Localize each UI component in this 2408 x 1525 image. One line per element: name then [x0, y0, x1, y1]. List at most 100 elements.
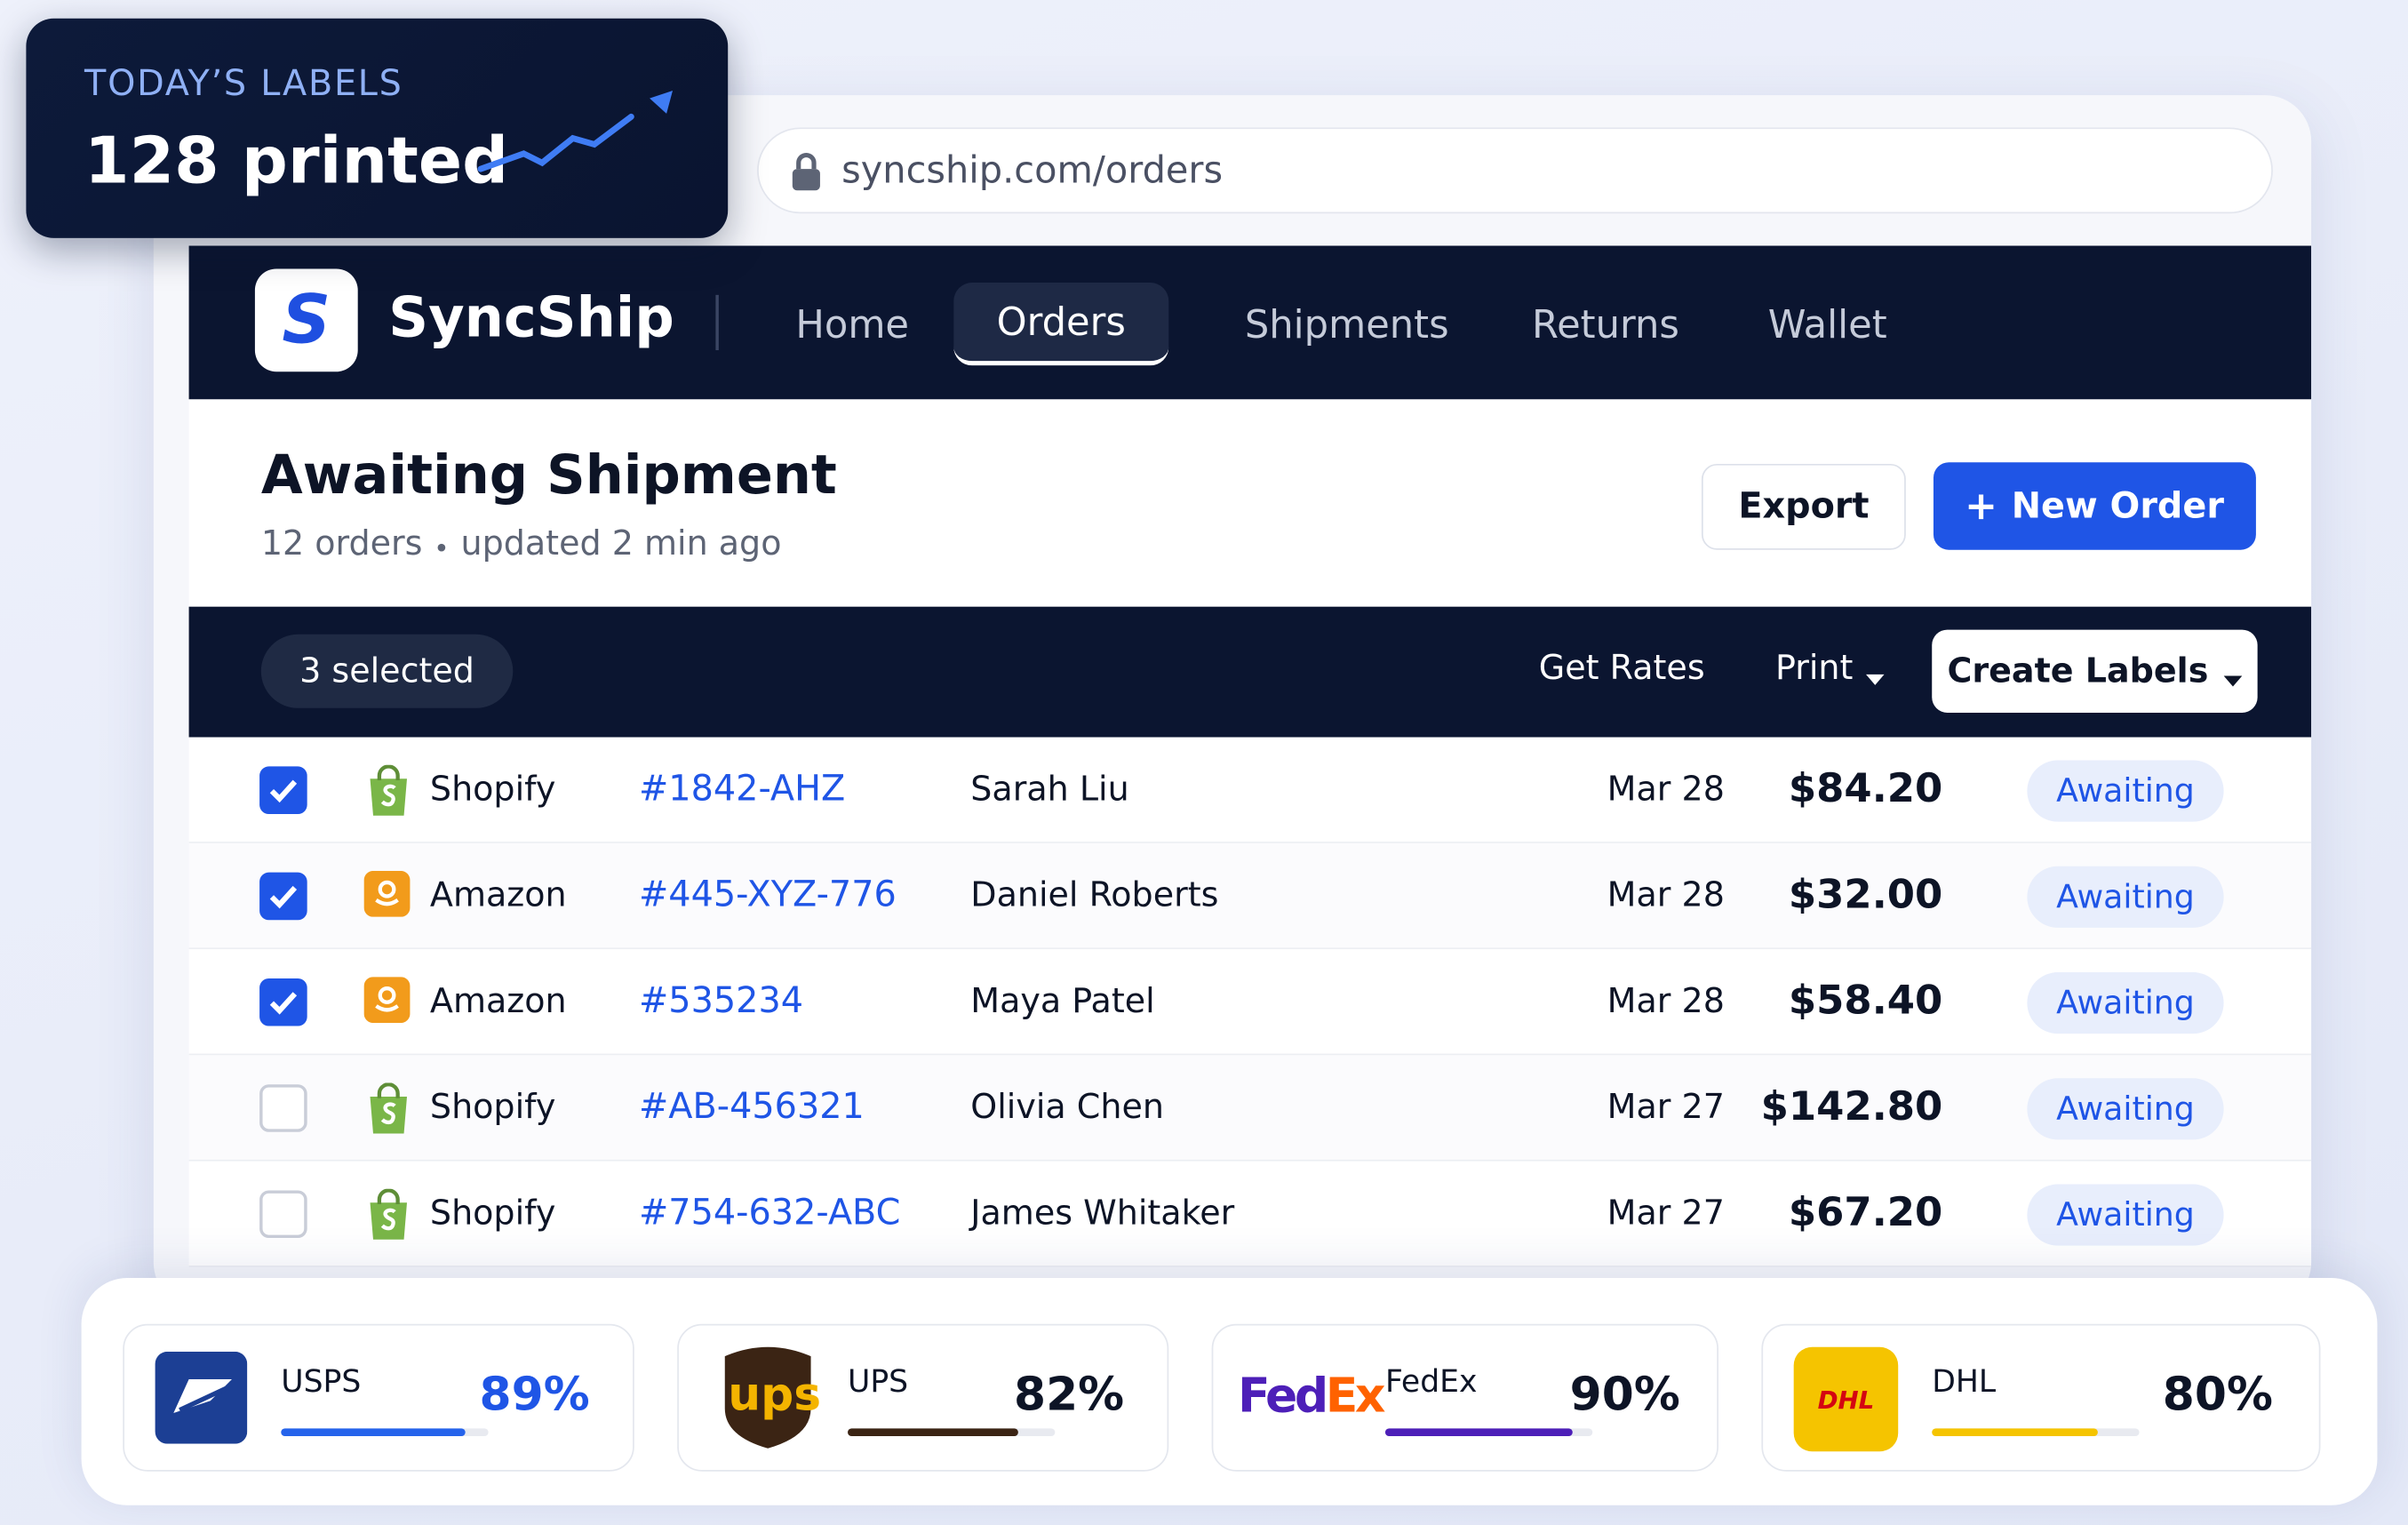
- carrier-percent: 89%: [479, 1368, 590, 1423]
- export-label: Export: [1738, 486, 1870, 527]
- total: $67.20: [1788, 1190, 1943, 1237]
- nav-label: Home: [795, 301, 910, 347]
- carrier-name: DHL: [1932, 1362, 1997, 1400]
- export-button[interactable]: Export: [1701, 463, 1906, 550]
- nav-item[interactable]: Home: [783, 283, 921, 365]
- new-order-label: New Order: [2011, 486, 2224, 526]
- carrier-logo: DHL: [1793, 1346, 1899, 1452]
- status-pill: Awaiting: [2027, 866, 2224, 928]
- total: $142.80: [1760, 1084, 1943, 1131]
- checkbox[interactable]: [259, 1190, 307, 1239]
- nav-item[interactable]: Wallet: [1750, 283, 1904, 365]
- order-id[interactable]: #754-632-ABC: [638, 1193, 901, 1234]
- customer: Maya Patel: [970, 983, 1155, 1022]
- get-rates[interactable]: Get Rates: [1538, 650, 1705, 689]
- logo-text: ups: [728, 1368, 822, 1423]
- create-labels-button[interactable]: Create Labels: [1932, 629, 2258, 713]
- carrier-percent: 82%: [1014, 1368, 1125, 1423]
- carrier-logo: [155, 1351, 248, 1444]
- checkbox[interactable]: [259, 766, 307, 815]
- status: Awaiting: [2056, 878, 2195, 916]
- carrier-bar: [1384, 1428, 1572, 1436]
- customer: Sarah Liu: [970, 770, 1129, 810]
- carrier-percent: 90%: [1569, 1368, 1680, 1423]
- nav-label: Returns: [1531, 301, 1679, 347]
- carrier-card: DHL DHL 80%: [1761, 1323, 2321, 1472]
- carrier-track: [281, 1428, 489, 1436]
- toolbar: 3 selected Get Rates Print Create Labels: [188, 606, 2312, 738]
- channel: Shopify: [429, 770, 556, 810]
- trend-icon: [477, 86, 678, 179]
- carrier-card: ups UPS 82%: [677, 1323, 1169, 1472]
- logo-fed: Fed: [1238, 1368, 1328, 1425]
- channel: Amazon: [429, 876, 567, 916]
- carrier-track: [1932, 1428, 2140, 1436]
- order-row: Shopify #754-632-ABC James Whitaker Mar 27 $…: [188, 1161, 2312, 1267]
- order-id[interactable]: #1842-AHZ: [638, 769, 846, 810]
- channel-icon: [364, 1188, 413, 1242]
- status: Awaiting: [2056, 984, 2195, 1022]
- checkbox[interactable]: [259, 872, 307, 921]
- carrier-card: USPS 89%: [123, 1323, 634, 1472]
- logo-ex: Ex: [1325, 1368, 1386, 1425]
- page-title: Awaiting Shipment: [260, 445, 837, 507]
- order-row: Amazon #445-XYZ-776 Daniel Roberts Mar 28 $3…: [188, 842, 2312, 950]
- status-pill: Awaiting: [2027, 972, 2224, 1034]
- order-id[interactable]: #AB-456321: [638, 1087, 865, 1128]
- carrier-bar: [281, 1428, 466, 1436]
- carrier-logo: ups: [722, 1344, 822, 1451]
- status-pill: Awaiting: [2027, 1078, 2224, 1140]
- nav-label: Shipments: [1244, 301, 1449, 347]
- carrier-name: FedEx: [1384, 1362, 1478, 1400]
- new-order-button[interactable]: New Order: [1933, 462, 2256, 550]
- nav-item[interactable]: Orders: [953, 283, 1169, 366]
- widget-label: TODAY’S LABELS: [84, 64, 403, 105]
- date: Mar 27: [1607, 1194, 1725, 1234]
- nav-label: Orders: [996, 299, 1126, 345]
- carrier-name: UPS: [848, 1362, 909, 1400]
- nav-item[interactable]: Shipments: [1232, 283, 1462, 365]
- carrier-track: [1384, 1428, 1593, 1436]
- channel-icon: [363, 977, 413, 1029]
- order-row: Shopify #AB-456321 Olivia Chen Mar 27 $142.8…: [188, 1055, 2312, 1162]
- carrier-percent: 80%: [2162, 1368, 2273, 1423]
- channel-icon: [364, 1082, 413, 1135]
- print-menu[interactable]: Print: [1775, 650, 1884, 688]
- carrier-bar: [848, 1428, 1018, 1436]
- carrier-bar: [1932, 1428, 2098, 1436]
- order-row: Amazon #535234 Maya Patel Mar 28 $58.40 Await…: [188, 949, 2312, 1056]
- nav-item[interactable]: Returns: [1518, 283, 1694, 365]
- carrier-track: [848, 1428, 1056, 1436]
- caret: [1865, 663, 1884, 684]
- status-pill: Awaiting: [2027, 760, 2224, 822]
- nav-divider: [715, 294, 719, 351]
- url-bar[interactable]: syncship.com/orders: [757, 127, 2273, 214]
- logo-mark: S: [282, 281, 331, 360]
- channel-icon: [364, 764, 413, 818]
- print-label: Print: [1774, 650, 1854, 689]
- status: Awaiting: [2056, 772, 2195, 810]
- channel-icon: [363, 870, 413, 923]
- brand: SyncShip: [388, 287, 674, 351]
- url-text: syncship.com/orders: [841, 148, 1224, 193]
- dot: [437, 543, 446, 552]
- logo-text: DHL: [1817, 1385, 1875, 1414]
- checkbox[interactable]: [259, 1084, 307, 1132]
- carrier-name: USPS: [281, 1362, 362, 1400]
- customer: Daniel Roberts: [970, 876, 1219, 916]
- customer: Olivia Chen: [970, 1089, 1164, 1128]
- labels-widget: TODAY’S LABELS 128 printed: [26, 18, 729, 238]
- date: Mar 28: [1607, 876, 1725, 916]
- status-pill: Awaiting: [2027, 1184, 2224, 1246]
- checkbox[interactable]: [259, 978, 307, 1026]
- logo: S: [254, 268, 358, 372]
- order-id[interactable]: #535234: [638, 981, 804, 1022]
- selected-pill: 3 selected: [260, 634, 514, 708]
- date: Mar 28: [1607, 770, 1725, 810]
- selected-label: 3 selected: [299, 651, 474, 691]
- channel: Shopify: [429, 1089, 556, 1128]
- order-id[interactable]: #445-XYZ-776: [638, 875, 897, 916]
- total: $58.40: [1788, 978, 1943, 1025]
